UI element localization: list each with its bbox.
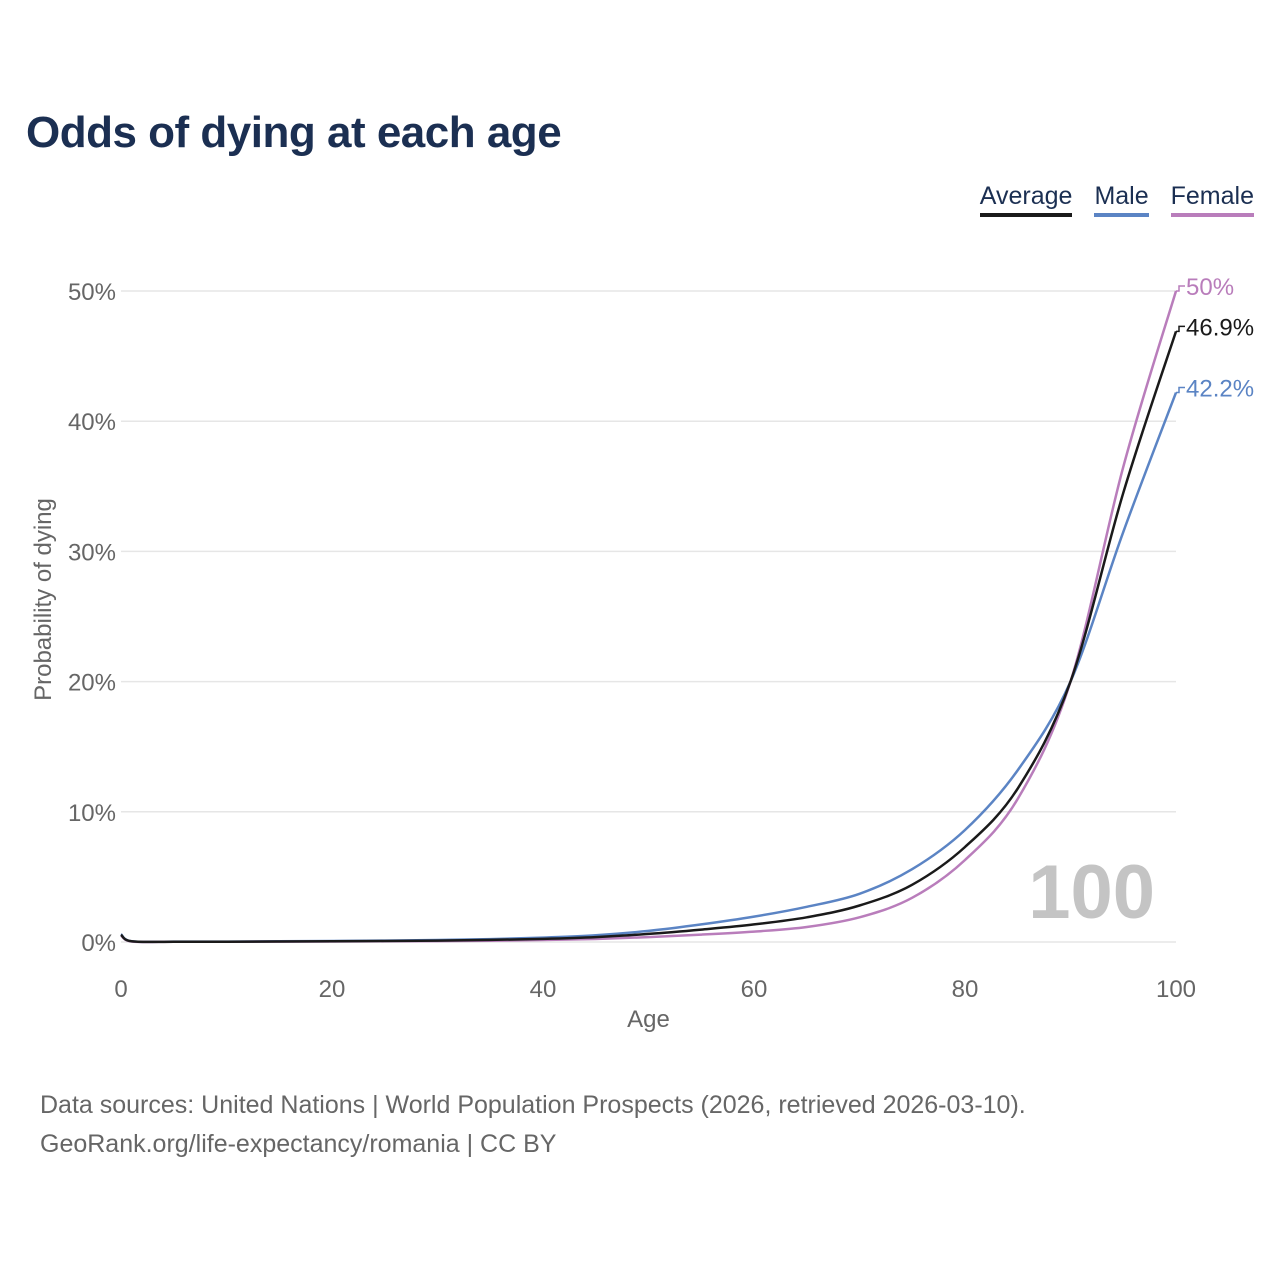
x-tick-label: 80 <box>952 976 979 1003</box>
legend: Average Male Female <box>979 182 1254 217</box>
chart-title: Odds of dying at each age <box>26 108 562 157</box>
end-label-average: 46.9% <box>1186 314 1254 341</box>
end-label-connector <box>1176 386 1185 394</box>
series-line-male[interactable] <box>120 392 1178 944</box>
end-label-connector <box>1176 325 1185 333</box>
y-tick-label: 10% <box>68 800 116 827</box>
footer-credit[interactable]: GeoRank.org/life-expectancy/romania | CC… <box>40 1130 557 1158</box>
x-tick-label: 40 <box>530 976 557 1003</box>
series-line-average[interactable] <box>120 331 1178 944</box>
y-tick-label: 0% <box>81 930 116 957</box>
legend-item-male[interactable]: Male <box>1094 182 1149 217</box>
end-label-female: 50% <box>1186 274 1234 301</box>
x-tick-label: 0 <box>114 976 127 1003</box>
footer: Data sources: United Nations | World Pop… <box>40 1086 1026 1164</box>
y-axis-title: Probability of dying <box>30 498 57 701</box>
mortality-line-chart: 0% 10% 20% 30% 40% 50% 0 20 40 60 80 100 Age Probabil… <box>30 274 1254 1033</box>
x-tick-label: 100 <box>1156 976 1196 1003</box>
y-tick-label: 30% <box>68 539 116 566</box>
y-tick-label: 40% <box>68 409 116 436</box>
x-tick-label: 60 <box>741 976 768 1003</box>
footer-source: Data sources: United Nations | World Pop… <box>40 1091 1026 1119</box>
x-axis-title: Age <box>627 1006 670 1033</box>
y-tick-label: 50% <box>68 279 116 306</box>
end-label-connector <box>1176 285 1185 292</box>
watermark-number: 100 <box>1028 850 1155 935</box>
legend-item-average[interactable]: Average <box>979 182 1073 217</box>
y-tick-label: 20% <box>68 670 116 697</box>
legend-item-female[interactable]: Female <box>1170 182 1254 217</box>
x-tick-label: 20 <box>319 976 346 1003</box>
series-line-female[interactable] <box>120 290 1178 944</box>
end-label-male: 42.2% <box>1186 376 1254 403</box>
